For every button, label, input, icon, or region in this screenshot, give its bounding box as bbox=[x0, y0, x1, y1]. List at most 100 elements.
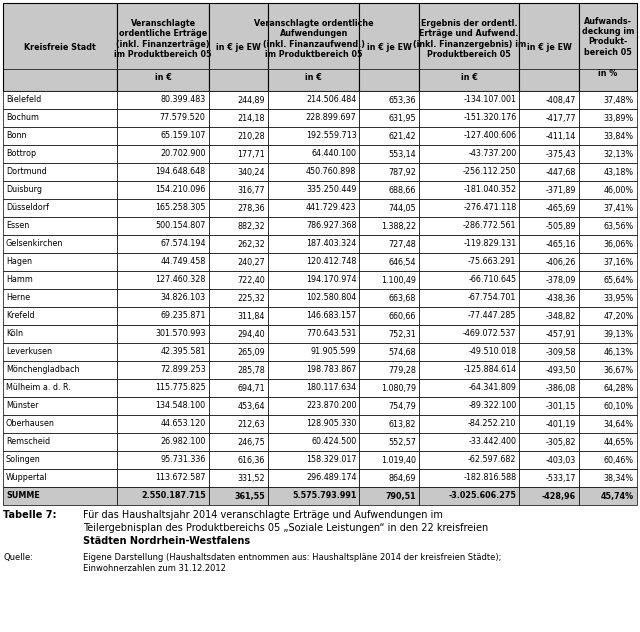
Bar bbox=[360, 199, 419, 217]
Bar bbox=[117, 163, 209, 181]
Text: -301,15: -301,15 bbox=[546, 401, 576, 411]
Text: 278,36: 278,36 bbox=[237, 204, 265, 212]
Text: -465,69: -465,69 bbox=[545, 204, 576, 212]
Text: -151.320.176: -151.320.176 bbox=[463, 114, 516, 123]
Bar bbox=[117, 109, 209, 127]
Text: 95.731.336: 95.731.336 bbox=[160, 456, 205, 465]
Text: 60.424.500: 60.424.500 bbox=[311, 437, 356, 446]
Bar bbox=[117, 235, 209, 253]
Bar bbox=[579, 253, 637, 271]
Text: Bochum: Bochum bbox=[6, 114, 39, 123]
Bar bbox=[209, 415, 268, 433]
Bar bbox=[117, 343, 209, 361]
Text: 46,00%: 46,00% bbox=[604, 186, 634, 195]
Text: 311,84: 311,84 bbox=[238, 312, 265, 320]
Text: 65.159.107: 65.159.107 bbox=[160, 131, 205, 140]
Text: 43,18%: 43,18% bbox=[604, 167, 634, 176]
Bar bbox=[117, 3, 209, 91]
Text: 225,32: 225,32 bbox=[237, 293, 265, 303]
Text: 127.460.328: 127.460.328 bbox=[156, 276, 205, 284]
Bar bbox=[579, 469, 637, 487]
Text: -77.447.285: -77.447.285 bbox=[468, 312, 516, 320]
Bar bbox=[209, 127, 268, 145]
Text: 134.548.100: 134.548.100 bbox=[156, 401, 205, 411]
Bar bbox=[268, 271, 360, 289]
Bar bbox=[360, 469, 419, 487]
Text: 1.019,40: 1.019,40 bbox=[381, 456, 416, 465]
Bar bbox=[3, 397, 117, 415]
Bar bbox=[419, 109, 520, 127]
Text: 752,31: 752,31 bbox=[388, 329, 416, 339]
Bar bbox=[209, 325, 268, 343]
Text: 450.760.898: 450.760.898 bbox=[306, 167, 356, 176]
Bar bbox=[419, 289, 520, 307]
Text: 60,46%: 60,46% bbox=[604, 456, 634, 465]
Text: Für das Haushaltsjahr 2014 veranschlagte Erträge und Aufwendungen im: Für das Haushaltsjahr 2014 veranschlagte… bbox=[83, 510, 443, 520]
Bar bbox=[3, 487, 117, 505]
Bar bbox=[3, 181, 117, 199]
Bar bbox=[268, 217, 360, 235]
Text: 240,27: 240,27 bbox=[237, 257, 265, 267]
Text: 120.412.748: 120.412.748 bbox=[306, 257, 356, 267]
Bar bbox=[360, 451, 419, 469]
Text: 552,57: 552,57 bbox=[388, 437, 416, 446]
Text: 621,42: 621,42 bbox=[388, 131, 416, 140]
Text: 790,51: 790,51 bbox=[385, 492, 416, 501]
Bar bbox=[520, 469, 579, 487]
Bar bbox=[520, 91, 579, 109]
Bar bbox=[3, 469, 117, 487]
Bar bbox=[117, 451, 209, 469]
Bar bbox=[209, 253, 268, 271]
Bar bbox=[419, 199, 520, 217]
Text: 5.575.793.991: 5.575.793.991 bbox=[292, 492, 356, 501]
Bar bbox=[520, 163, 579, 181]
Bar bbox=[419, 361, 520, 379]
Bar bbox=[579, 361, 637, 379]
Bar bbox=[117, 271, 209, 289]
Text: 158.329.017: 158.329.017 bbox=[306, 456, 356, 465]
Text: 33,89%: 33,89% bbox=[604, 114, 634, 123]
Bar bbox=[579, 343, 637, 361]
Text: -276.471.118: -276.471.118 bbox=[463, 204, 516, 212]
Text: 128.905.330: 128.905.330 bbox=[306, 420, 356, 428]
Bar bbox=[360, 91, 419, 109]
Text: 744,05: 744,05 bbox=[388, 204, 416, 212]
Text: 192.559.713: 192.559.713 bbox=[306, 131, 356, 140]
Bar bbox=[419, 91, 520, 109]
Text: -533,17: -533,17 bbox=[545, 473, 576, 482]
Text: 653,36: 653,36 bbox=[388, 95, 416, 104]
Bar bbox=[268, 415, 360, 433]
Text: Herne: Herne bbox=[6, 293, 30, 303]
Text: -286.772.561: -286.772.561 bbox=[463, 221, 516, 231]
Bar bbox=[579, 3, 637, 91]
Bar bbox=[268, 91, 360, 109]
Text: Duisburg: Duisburg bbox=[6, 186, 42, 195]
Bar bbox=[3, 3, 117, 91]
Text: 1.080,79: 1.080,79 bbox=[381, 384, 416, 392]
Bar bbox=[360, 3, 419, 91]
Text: in €: in € bbox=[305, 73, 323, 83]
Text: -66.710.645: -66.710.645 bbox=[468, 276, 516, 284]
Text: 787,92: 787,92 bbox=[388, 167, 416, 176]
Text: 770.643.531: 770.643.531 bbox=[306, 329, 356, 339]
Bar bbox=[117, 469, 209, 487]
Text: 574,68: 574,68 bbox=[388, 348, 416, 356]
Bar bbox=[209, 217, 268, 235]
Bar bbox=[3, 361, 117, 379]
Text: 47,20%: 47,20% bbox=[604, 312, 634, 320]
Text: -309,58: -309,58 bbox=[545, 348, 576, 356]
Bar bbox=[3, 217, 117, 235]
Text: 223.870.200: 223.870.200 bbox=[306, 401, 356, 411]
Text: 69.235.871: 69.235.871 bbox=[160, 312, 205, 320]
Text: 331,52: 331,52 bbox=[237, 473, 265, 482]
Text: Hamm: Hamm bbox=[6, 276, 33, 284]
Bar bbox=[209, 379, 268, 397]
Bar bbox=[579, 487, 637, 505]
Text: 500.154.807: 500.154.807 bbox=[156, 221, 205, 231]
Text: 1.388,22: 1.388,22 bbox=[381, 221, 416, 231]
Text: 727,48: 727,48 bbox=[388, 240, 416, 248]
Text: Teilergebnisplan des Produktbereichs 05 „Soziale Leistungen“ in den 22 kreisfrei: Teilergebnisplan des Produktbereichs 05 … bbox=[83, 523, 488, 533]
Text: -375,43: -375,43 bbox=[545, 150, 576, 159]
Text: -371,89: -371,89 bbox=[545, 186, 576, 195]
Text: 660,66: 660,66 bbox=[388, 312, 416, 320]
